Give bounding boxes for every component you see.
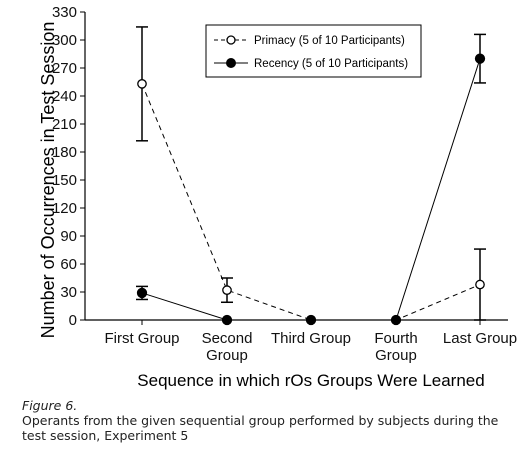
y-tick-label: 210 xyxy=(52,116,77,133)
x-axis-title: Sequence in which rOs Groups Were Learne… xyxy=(137,371,484,390)
recency-point xyxy=(221,314,233,326)
series-line-recency xyxy=(141,58,481,321)
figure-caption: Figure 6. Operants from the given sequen… xyxy=(22,398,522,443)
x-tick-label: Third Group xyxy=(271,330,351,347)
recency-point xyxy=(136,287,148,299)
y-tick-label: 90 xyxy=(60,228,77,245)
legend: Primacy (5 of 10 Participants) Recency (… xyxy=(205,24,422,78)
recency-point xyxy=(305,314,317,326)
legend-primacy-marker xyxy=(226,35,236,45)
y-tick-label: 60 xyxy=(60,256,77,273)
y-tick-label: 300 xyxy=(52,32,77,49)
y-tick-label: 270 xyxy=(52,60,77,77)
line-chart: 0 30 60 90 120 150 180 210 240 270 300 330 First Gro… xyxy=(38,4,517,390)
axes: 0 30 60 90 120 150 180 210 240 270 300 330 First Gro… xyxy=(52,4,517,364)
series-line-primacy xyxy=(141,83,481,321)
y-tick-label: 240 xyxy=(52,88,77,105)
y-axis-title: Number of Occurrences in Test Session xyxy=(38,22,58,339)
legend-primacy-label: Primacy (5 of 10 Participants) xyxy=(254,35,405,47)
x-tick-label: Last Group xyxy=(443,330,517,347)
x-tick-label: Fourth Group xyxy=(374,330,417,364)
legend-recency-marker xyxy=(226,58,236,68)
legend-box xyxy=(205,24,422,78)
x-tick-label: First Group xyxy=(104,330,179,347)
y-tick-label: 180 xyxy=(52,144,77,161)
figure-label: Figure 6. xyxy=(22,398,78,413)
y-tick-label: 0 xyxy=(69,312,77,329)
recency-point xyxy=(390,314,402,326)
y-tick-label: 330 xyxy=(52,4,77,21)
figure-caption-text: Operants from the given sequential group… xyxy=(22,413,499,443)
primacy-point xyxy=(475,279,485,290)
y-tick-label: 150 xyxy=(52,172,77,189)
series-layer xyxy=(136,26,486,326)
y-tick-label: 120 xyxy=(52,200,77,217)
y-tick-label: 30 xyxy=(60,284,77,301)
x-tick-label: Second Group xyxy=(202,330,253,364)
legend-recency-label: Recency (5 of 10 Participants) xyxy=(254,58,408,70)
primacy-point xyxy=(222,285,232,295)
recency-point xyxy=(474,53,486,64)
primacy-point xyxy=(137,79,147,89)
